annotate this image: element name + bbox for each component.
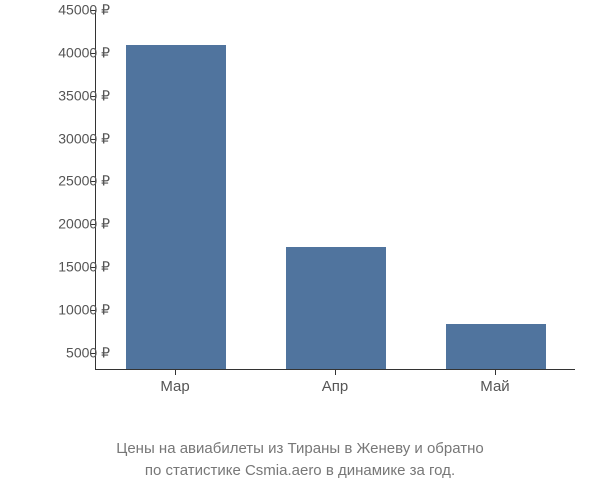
y-tick-label: 40000 ₽ bbox=[58, 44, 110, 61]
x-tick-label: Мар bbox=[160, 378, 189, 395]
x-tick-mark bbox=[335, 370, 336, 375]
y-tick-label: 25000 ₽ bbox=[58, 173, 110, 190]
y-tick-label: 20000 ₽ bbox=[58, 216, 110, 233]
x-tick-label: Апр bbox=[322, 378, 348, 395]
bar bbox=[126, 45, 225, 369]
y-tick-label: 5000 ₽ bbox=[66, 344, 110, 361]
chart-caption-line2: по статистике Csmia.aero в динамике за г… bbox=[0, 460, 600, 481]
x-tick-mark bbox=[495, 370, 496, 375]
y-tick-label: 35000 ₽ bbox=[58, 87, 110, 104]
y-tick-label: 15000 ₽ bbox=[58, 259, 110, 276]
chart-caption-line1: Цены на авиабилеты из Тираны в Женеву и … bbox=[0, 438, 600, 459]
x-tick-label: Май bbox=[480, 378, 509, 395]
y-tick-label: 30000 ₽ bbox=[58, 130, 110, 147]
bar-chart: Мар Апр Май bbox=[95, 10, 575, 400]
plot-area bbox=[95, 10, 575, 370]
y-tick-label: 45000 ₽ bbox=[58, 2, 110, 19]
bar bbox=[286, 247, 385, 369]
x-tick-mark bbox=[175, 370, 176, 375]
bar bbox=[446, 324, 545, 369]
y-tick-label: 10000 ₽ bbox=[58, 302, 110, 319]
